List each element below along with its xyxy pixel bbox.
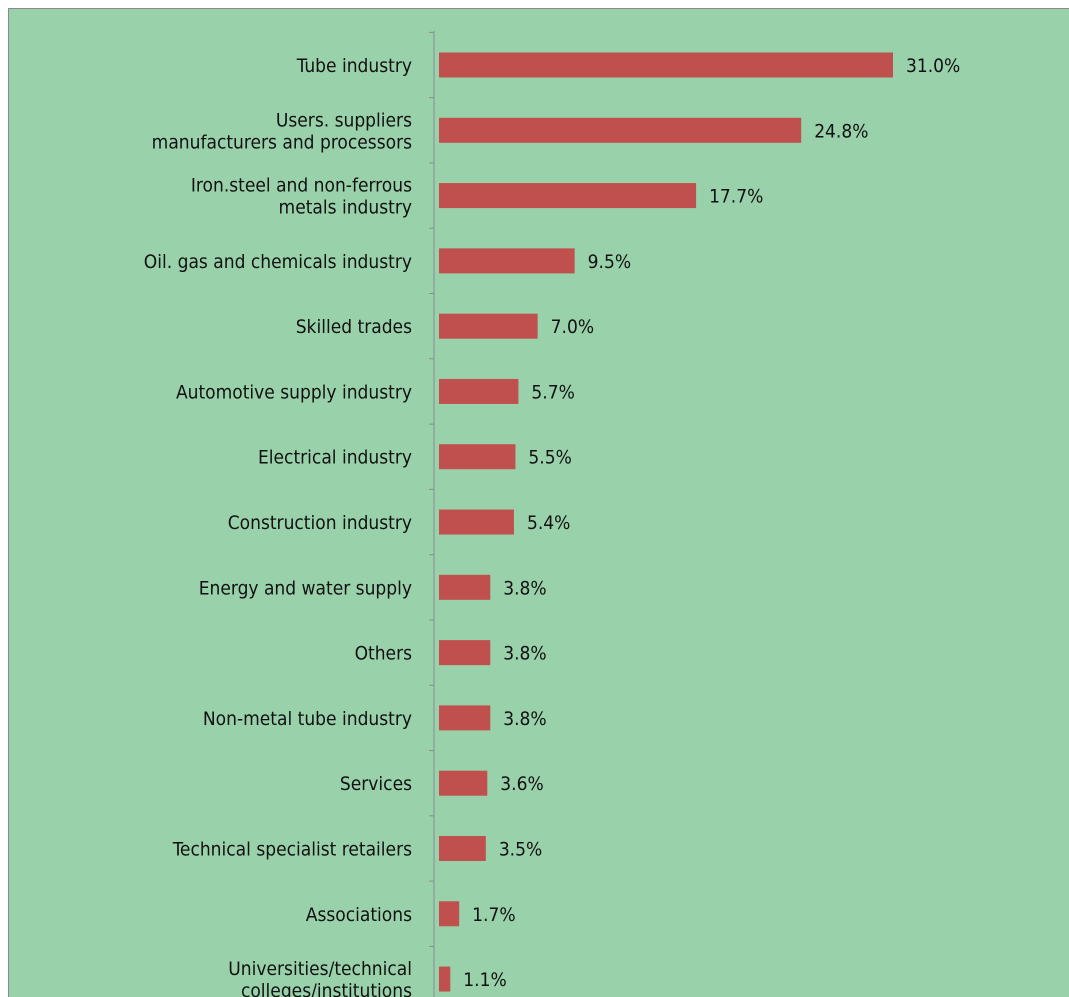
- data-label: 5.7%: [531, 381, 574, 403]
- category-label: Services: [340, 773, 412, 795]
- bar: [439, 771, 487, 796]
- data-label: 7.0%: [551, 316, 594, 338]
- category-label: Energy and water supply: [199, 577, 412, 599]
- data-label: 5.4%: [527, 512, 570, 534]
- category-label: Oil. gas and chemicals industry: [144, 251, 412, 273]
- category-label: Construction industry: [228, 512, 412, 534]
- category-label: metals industry: [279, 197, 412, 219]
- category-label: Technical specialist retailers: [172, 838, 412, 860]
- bar: [439, 836, 486, 861]
- category-label: colleges/institutions: [241, 980, 412, 997]
- bar: [439, 967, 450, 992]
- data-label: 1.1%: [463, 969, 506, 991]
- category-label: Users. suppliers: [276, 109, 412, 131]
- data-label: 5.5%: [528, 447, 571, 469]
- bar: [439, 575, 490, 600]
- data-label: 3.8%: [503, 643, 546, 665]
- bar: [439, 314, 538, 339]
- category-label: Associations: [306, 904, 412, 926]
- bar: [439, 248, 575, 273]
- data-label: 3.8%: [503, 708, 546, 730]
- data-label: 1.7%: [472, 904, 515, 926]
- data-label: 24.8%: [814, 120, 868, 142]
- category-label: Others: [355, 643, 413, 665]
- data-label: 3.8%: [503, 577, 546, 599]
- category-label: Iron.steel and non-ferrous: [191, 175, 412, 197]
- data-label: 3.5%: [499, 838, 542, 860]
- category-label: Skilled trades: [296, 316, 412, 338]
- category-label: Non-metal tube industry: [203, 708, 412, 730]
- chart-frame: Tube industry Users. suppliers manufacture…: [8, 8, 1069, 997]
- category-label: Universities/technical: [228, 958, 412, 980]
- bar-chart: Tube industry Users. suppliersmanufacture…: [8, 8, 1069, 997]
- category-label: Electrical industry: [258, 447, 412, 469]
- data-label: 17.7%: [709, 186, 763, 208]
- bar: [439, 901, 459, 926]
- bar: [439, 444, 515, 469]
- data-label: 3.6%: [500, 773, 543, 795]
- category-label: Automotive supply industry: [176, 381, 412, 403]
- bar: [439, 118, 801, 143]
- bar: [439, 640, 490, 665]
- bar: [439, 510, 514, 535]
- bar: [439, 53, 893, 78]
- category-label: Tube industry: [296, 55, 412, 77]
- bar: [439, 705, 490, 730]
- data-label: 31.0%: [906, 55, 960, 77]
- data-label: 9.5%: [588, 251, 631, 273]
- bar: [439, 379, 518, 404]
- category-label: manufacturers and processors: [152, 131, 412, 153]
- bar: [439, 183, 696, 208]
